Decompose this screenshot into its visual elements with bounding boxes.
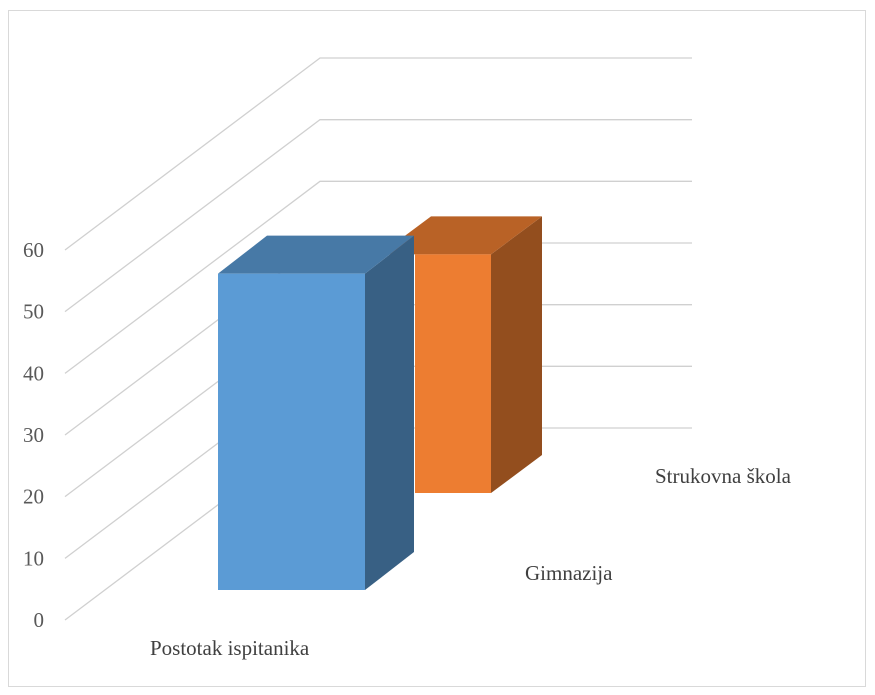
y-tick-20: 20 <box>23 485 44 509</box>
bar-top-face <box>380 216 542 255</box>
y-tick-40: 40 <box>23 361 44 385</box>
bar-strukovna-škola <box>380 216 542 493</box>
series-label-gimnazija: Gimnazija <box>525 561 613 585</box>
bars <box>218 216 542 590</box>
y-tick-60: 60 <box>23 238 44 262</box>
category-label-postotak: Postotak ispitanika <box>150 636 310 660</box>
series-label-strukovna: Strukovna škola <box>655 464 792 488</box>
category-labels: Postotak ispitanika Gimnazija Strukovna … <box>150 464 792 660</box>
bar-front-face <box>218 273 365 590</box>
bar-front-face <box>415 254 491 493</box>
grid-lines <box>64 57 692 621</box>
gridline-40 <box>64 180 692 374</box>
y-tick-labels: 0 10 20 30 40 50 60 <box>23 238 44 632</box>
bar-side-face <box>491 216 542 493</box>
y-tick-30: 30 <box>23 423 44 447</box>
gridline-50 <box>64 119 692 313</box>
y-tick-0: 0 <box>34 608 45 632</box>
bar-top-face <box>218 235 414 274</box>
y-tick-50: 50 <box>23 300 44 324</box>
y-tick-10: 10 <box>23 546 44 570</box>
gridline-60 <box>64 57 692 251</box>
bar-side-face <box>365 235 414 590</box>
bar-gimnazija <box>218 235 414 590</box>
